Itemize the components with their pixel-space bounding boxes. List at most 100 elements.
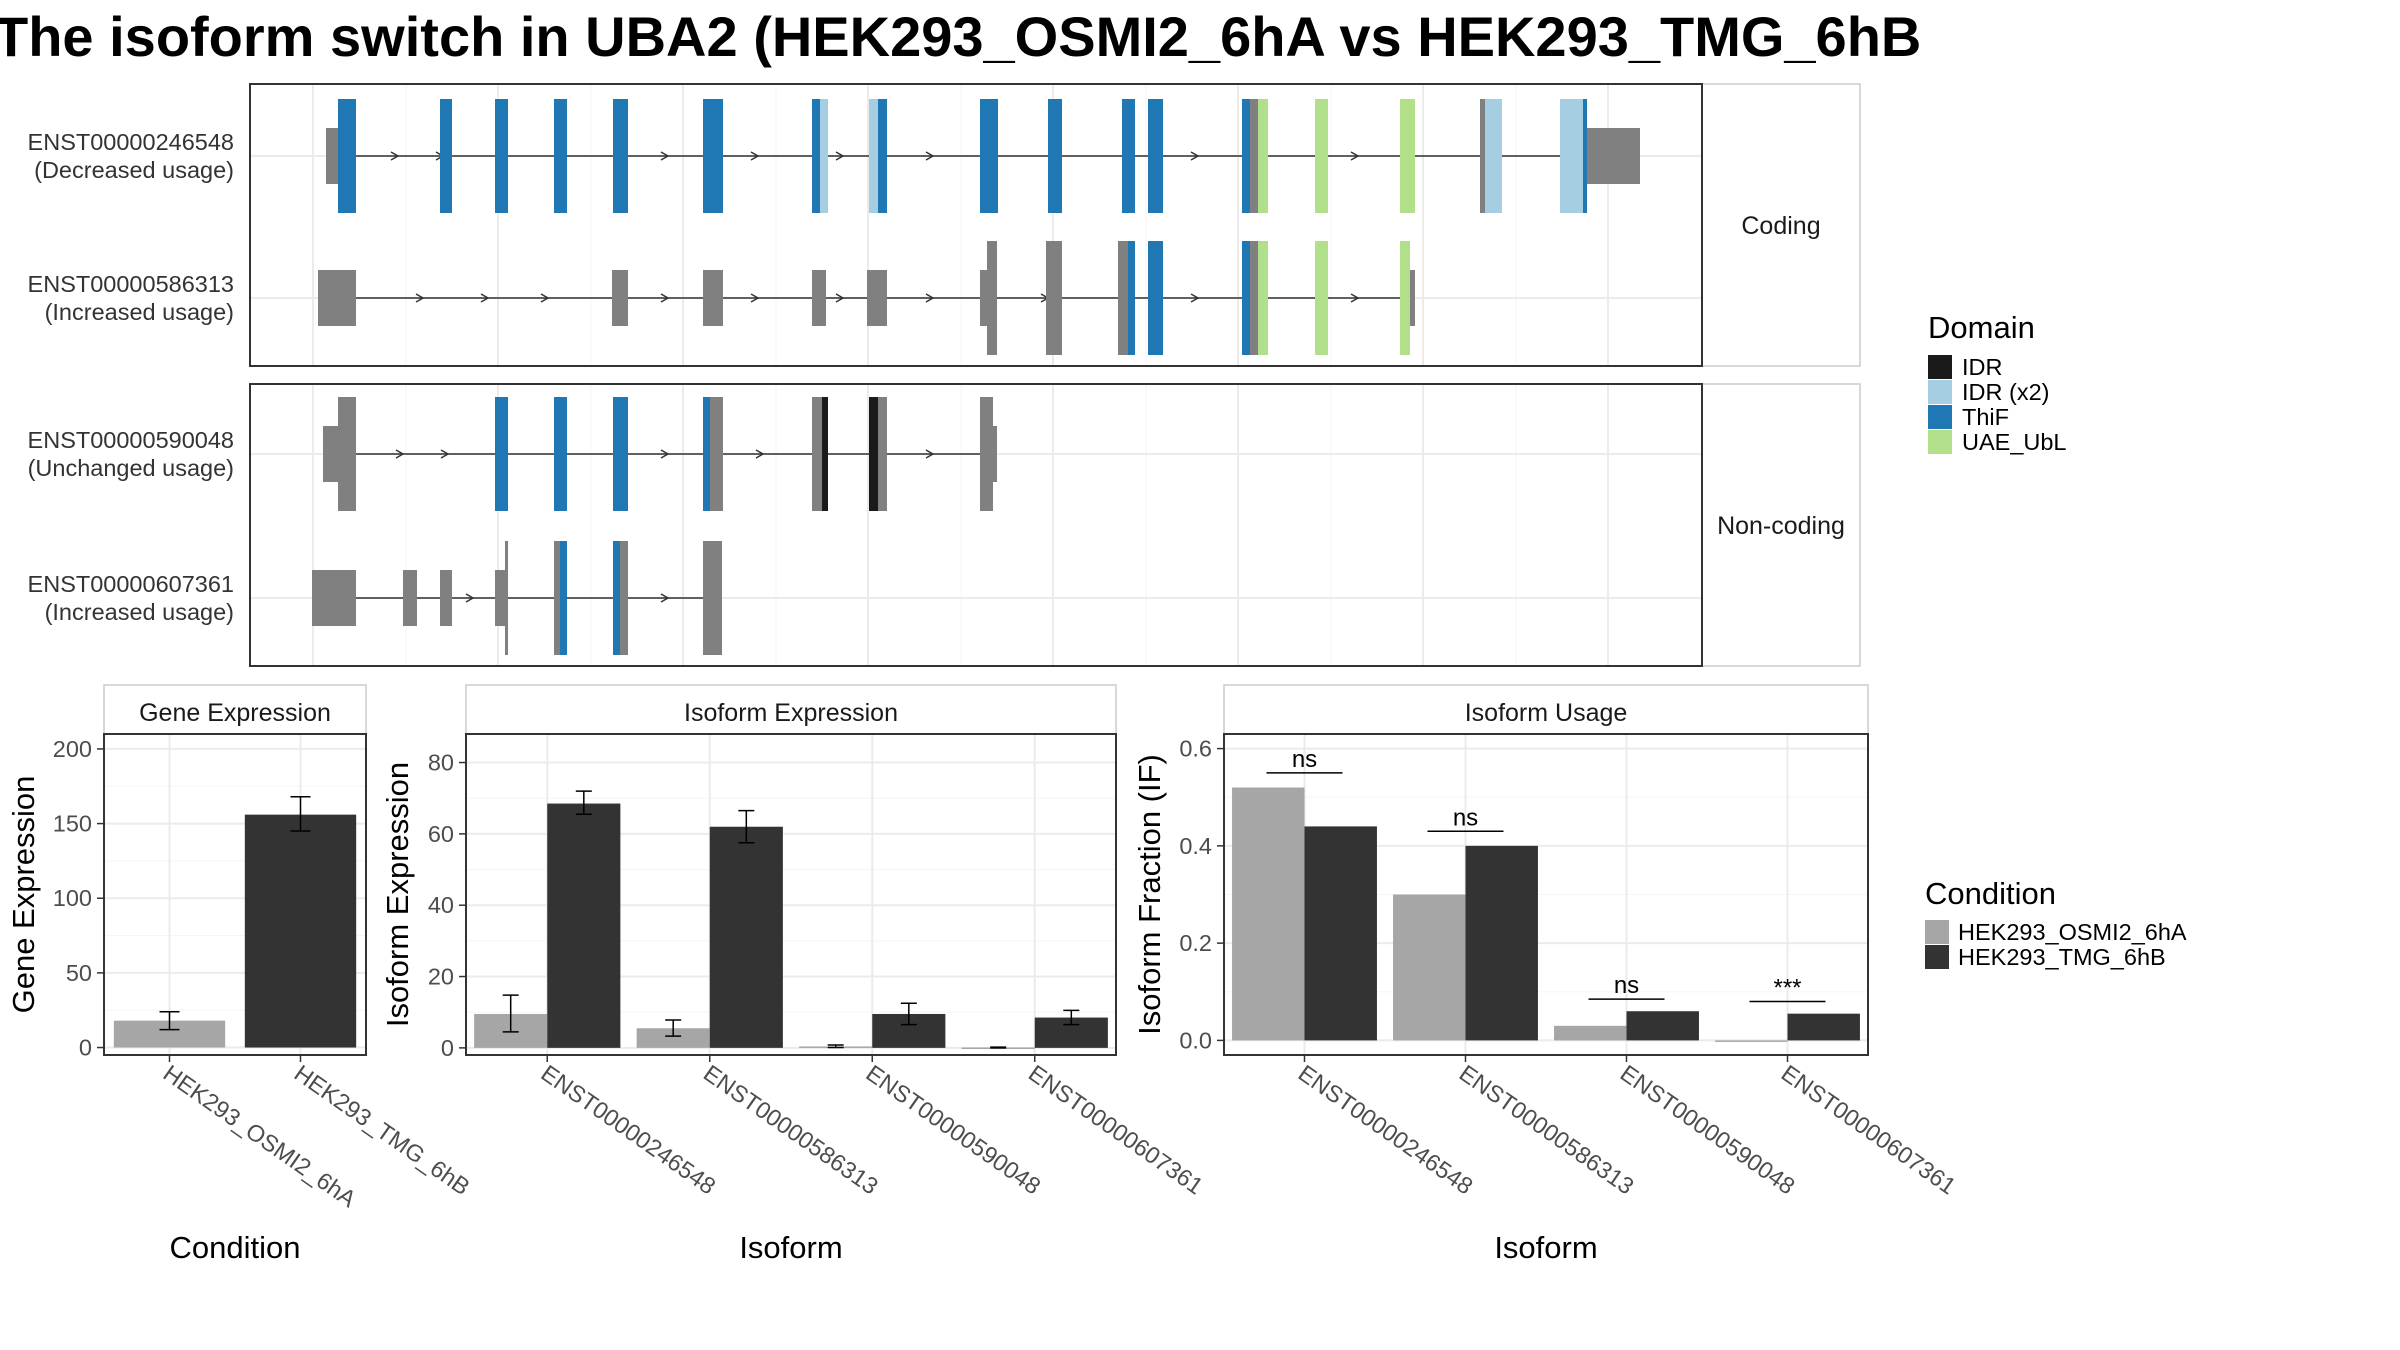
x-tick-label: ENST00000607361 (1024, 1060, 1208, 1200)
intron-direction-arrow (1190, 151, 1200, 161)
exon-block (1315, 99, 1328, 213)
exon-block (1587, 128, 1640, 184)
structure-panel-bg (250, 84, 1702, 366)
x-tick-label: ENST00000246548 (1294, 1060, 1478, 1200)
chart-title: Gene Expression (139, 699, 331, 727)
domain-legend-swatch (1928, 405, 1952, 429)
intron-direction-arrow (1350, 151, 1360, 161)
exon-block (323, 426, 338, 482)
domain-legend-label: IDR (x2) (1962, 379, 2049, 405)
intron-direction-arrow (660, 151, 670, 161)
significance-label: ns (1292, 746, 1317, 773)
significance-label: ns (1614, 972, 1639, 999)
chart-title: Isoform Expression (684, 699, 898, 727)
exon-block (703, 99, 723, 213)
y-tick-label: 0.4 (1179, 833, 1212, 859)
exon-block (495, 397, 508, 511)
domain-legend-swatch (1928, 380, 1952, 404)
exon-block (1118, 241, 1128, 355)
exon-block (495, 570, 508, 626)
structure-panel-bg (250, 384, 1702, 666)
x-tick-label: ENST00000590048 (861, 1060, 1045, 1200)
bar (1554, 1025, 1627, 1041)
chart-panel-border (465, 733, 1117, 1056)
condition-legend-swatch (1925, 920, 1949, 944)
exon-block (1148, 241, 1163, 355)
intron-direction-arrow (925, 293, 935, 303)
error-bar (827, 1044, 844, 1049)
exon-block (1400, 99, 1415, 213)
error-bar (900, 1002, 917, 1026)
chart-strip (465, 684, 1117, 735)
domain-legend-label: IDR (1962, 354, 2002, 380)
exon-block (1046, 241, 1062, 355)
error-bar (990, 1046, 1007, 1049)
y-tick-label: 200 (53, 736, 92, 762)
bar (244, 814, 357, 1048)
bar (636, 1028, 710, 1048)
exon-block (1242, 99, 1250, 213)
y-tick-label: 80 (428, 750, 454, 776)
facet-strip (1701, 383, 1861, 667)
exon-block (1315, 241, 1328, 355)
bar (1393, 894, 1466, 1041)
x-axis-title: Isoform (1494, 1230, 1597, 1265)
exon-block (495, 99, 508, 213)
intron-direction-arrow (755, 449, 765, 459)
exon-block (612, 270, 628, 326)
transcript-id-label: ENST00000590048 (28, 427, 234, 453)
bar (1304, 826, 1377, 1041)
exon-block (987, 241, 997, 355)
bar (1626, 1011, 1699, 1041)
facet-label-coding: Coding (1741, 212, 1820, 240)
exon-block (613, 99, 628, 213)
y-tick-label: 50 (66, 960, 92, 986)
x-tick-label: ENST00000586313 (699, 1060, 883, 1200)
exon-block (869, 99, 878, 213)
exon-block (1048, 99, 1062, 213)
error-bar (575, 790, 592, 815)
y-tick-label: 100 (53, 885, 92, 911)
structure-panel-border (249, 83, 1703, 367)
transcript-id-label: ENST00000607361 (28, 571, 234, 597)
transcript-id-label: ENST00000586313 (28, 271, 234, 297)
error-bar (665, 1019, 682, 1037)
domain-legend-label: UAE_UbL (1962, 429, 2067, 455)
intron-direction-arrow (925, 151, 935, 161)
exon-block (1583, 99, 1587, 213)
exon-block (338, 99, 356, 213)
intron-direction-arrow (835, 151, 845, 161)
chart-title: Isoform Usage (1465, 699, 1628, 727)
exon-block (440, 570, 452, 626)
y-tick-label: 0 (79, 1035, 92, 1061)
intron-direction-arrow (835, 293, 845, 303)
x-tick-label: ENST00000590048 (1616, 1060, 1800, 1200)
y-tick-label: 40 (428, 892, 454, 918)
exon-block (1485, 99, 1502, 213)
y-axis-title: Gene Expression (6, 776, 41, 1014)
exon-block (620, 541, 628, 655)
exon-block (1410, 270, 1415, 326)
exon-block (1258, 99, 1268, 213)
chart-panel-border (103, 733, 367, 1056)
bar (547, 803, 621, 1048)
intron-direction-arrow (750, 151, 760, 161)
domain-legend-label: ThiF (1962, 404, 2009, 430)
structure-panel-border (249, 383, 1703, 667)
exon-block (1122, 99, 1135, 213)
bar (1232, 787, 1305, 1041)
domain-legend-title: Domain (1928, 310, 2035, 345)
x-tick-label: ENST00000246548 (536, 1060, 720, 1200)
bar (1715, 1040, 1788, 1042)
exon-block (980, 99, 998, 213)
intron-direction-arrow (440, 449, 450, 459)
exon-block (554, 397, 567, 511)
error-bar (290, 795, 311, 832)
transcript-usage-label: (Increased usage) (45, 299, 234, 325)
exon-block (440, 99, 452, 213)
significance-label: *** (1773, 975, 1801, 1002)
error-bar (738, 809, 755, 844)
exon-block (554, 541, 560, 655)
y-tick-label: 0.0 (1179, 1027, 1212, 1053)
y-tick-label: 0.6 (1179, 736, 1212, 762)
